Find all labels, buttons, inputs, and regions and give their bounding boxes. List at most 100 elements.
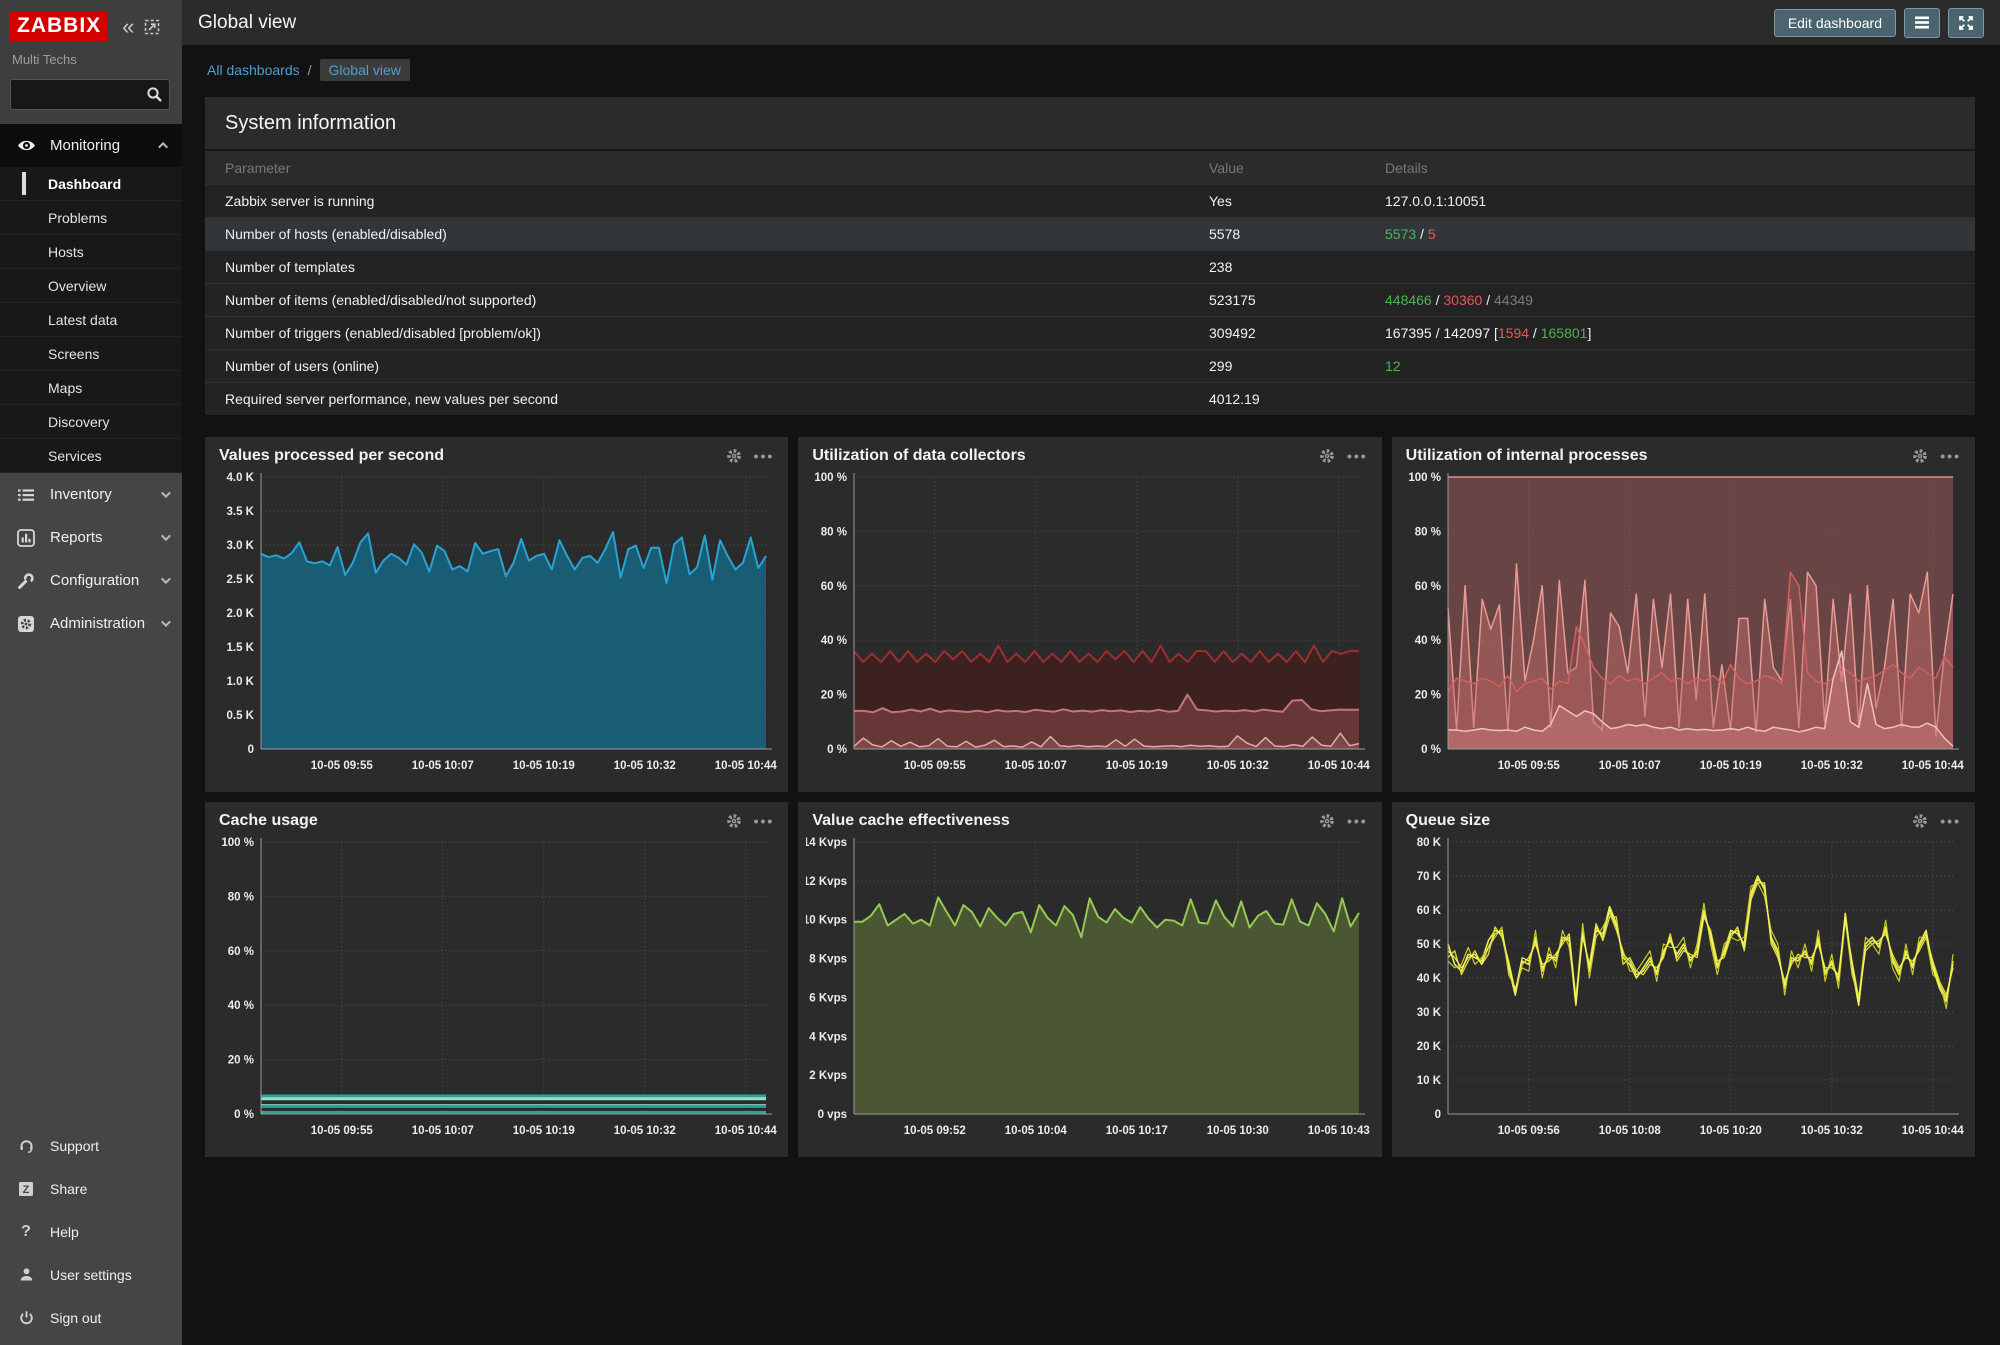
sidebar-section-administration[interactable]: Administration (0, 602, 182, 645)
table-row: Number of triggers (enabled/disabled [pr… (205, 317, 1975, 350)
details-cell: 5573 / 5 (1365, 218, 1975, 251)
chart-widget-queue-size: Queue size•••010 K20 K30 K40 K50 K60 K70… (1392, 802, 1975, 1157)
svg-text:10-05 10:19: 10-05 10:19 (513, 760, 575, 772)
column-header-parameter: Parameter (205, 151, 1189, 185)
chart-area[interactable]: 010 K20 K30 K40 K50 K60 K70 K80 K10-05 0… (1400, 832, 1967, 1149)
chart-area[interactable]: 0 %20 %40 %60 %80 %100 %10-05 09:5510-05… (213, 832, 780, 1149)
svg-text:2.5 K: 2.5 K (227, 574, 255, 586)
zabbix-logo[interactable]: ZABBIX (10, 12, 108, 42)
svg-text:10-05 10:19: 10-05 10:19 (1106, 760, 1168, 772)
widget-settings-gear-icon[interactable] (726, 448, 742, 464)
widget-menu-icon[interactable]: ••• (754, 448, 775, 464)
sidebar-item-discovery[interactable]: Discovery (0, 405, 182, 439)
value-cell: 299 (1189, 350, 1365, 383)
chart-area[interactable]: 0 %20 %40 %60 %80 %100 %10-05 09:5510-05… (1400, 467, 1967, 784)
sidebar-section-reports[interactable]: Reports (0, 516, 182, 559)
sidebar-section-label: Reports (50, 529, 161, 546)
widget-menu-icon[interactable]: ••• (754, 813, 775, 829)
widget-menu-icon[interactable]: ••• (1940, 813, 1961, 829)
svg-text:2.0 K: 2.0 K (227, 608, 255, 620)
svg-text:20 K: 20 K (1416, 1041, 1441, 1053)
svg-text:20 %: 20 % (1414, 690, 1440, 702)
table-row: Number of users (online)29912 (205, 350, 1975, 383)
sidebar-item-dashboard[interactable]: Dashboard (0, 167, 182, 201)
svg-text:10-05 10:32: 10-05 10:32 (1800, 760, 1862, 772)
chart-area[interactable]: 0 %20 %40 %60 %80 %100 %10-05 09:5510-05… (806, 467, 1373, 784)
sidebar-top: ZABBIX « Multi Techs (0, 0, 182, 124)
sidebar-item-maps[interactable]: Maps (0, 371, 182, 405)
widget-settings-gear-icon[interactable] (1319, 813, 1335, 829)
sidebar-item-user-settings[interactable]: User settings (0, 1253, 182, 1296)
column-header-details: Details (1365, 151, 1975, 185)
table-row: Number of templates238 (205, 251, 1975, 284)
svg-text:Z: Z (23, 1184, 30, 1196)
svg-text:1.0 K: 1.0 K (227, 676, 255, 688)
chart-widget-value-cache-effectiveness: Value cache effectiveness•••0 vps2 Kvps4… (798, 802, 1381, 1157)
svg-text:10-05 10:07: 10-05 10:07 (1005, 760, 1067, 772)
parameter-cell: Number of templates (205, 251, 1189, 284)
chart-widget-utilization-of-data-collectors: Utilization of data collectors•••0 %20 %… (798, 437, 1381, 792)
question-icon: ? (16, 1223, 36, 1241)
sidebar-item-hosts[interactable]: Hosts (0, 235, 182, 269)
chart-area[interactable]: 0 vps2 Kvps4 Kvps6 Kvps8 Kvps10 Kvps12 K… (806, 832, 1373, 1149)
page-title: Global view (198, 12, 296, 34)
sidebar-section-label: Monitoring (50, 137, 161, 154)
admin-gear-icon (16, 615, 36, 633)
search-icon[interactable] (146, 86, 163, 108)
sidebar-item-sign-out[interactable]: Sign out (0, 1296, 182, 1339)
fullscreen-button[interactable] (1948, 8, 1984, 38)
table-row: Required server performance, new values … (205, 383, 1975, 416)
sidebar-item-help[interactable]: ? Help (0, 1210, 182, 1253)
details-cell: 448466 / 30360 / 44349 (1365, 284, 1975, 317)
svg-text:2 Kvps: 2 Kvps (810, 1070, 848, 1082)
parameter-cell: Number of users (online) (205, 350, 1189, 383)
svg-text:10-05 09:56: 10-05 09:56 (1497, 1125, 1559, 1137)
sidebar-item-services[interactable]: Services (0, 439, 182, 473)
sidebar-item-support[interactable]: Support (0, 1124, 182, 1167)
sidebar-item-screens[interactable]: Screens (0, 337, 182, 371)
collapse-sidebar-icon[interactable]: « (122, 20, 134, 34)
hide-sidebar-icon[interactable] (144, 19, 160, 35)
breadcrumb-all-dashboards[interactable]: All dashboards (207, 62, 300, 78)
widget-menu-icon[interactable]: ••• (1347, 448, 1368, 464)
widget-menu-icon[interactable]: ••• (1347, 813, 1368, 829)
value-cell: Yes (1189, 185, 1365, 218)
dashboard-menu-button[interactable] (1904, 8, 1940, 38)
sidebar-item-label: Share (50, 1181, 168, 1197)
sidebar-section-inventory[interactable]: Inventory (0, 473, 182, 516)
sidebar-section-monitoring[interactable]: Monitoring (0, 124, 182, 167)
sidebar-item-share[interactable]: Z Share (0, 1167, 182, 1210)
svg-text:10-05 10:07: 10-05 10:07 (1598, 760, 1660, 772)
sidebar-item-problems[interactable]: Problems (0, 201, 182, 235)
value-cell: 4012.19 (1189, 383, 1365, 416)
edit-dashboard-button[interactable]: Edit dashboard (1774, 9, 1896, 37)
parameter-cell: Number of triggers (enabled/disabled [pr… (205, 317, 1189, 350)
chart-area[interactable]: 00.5 K1.0 K1.5 K2.0 K2.5 K3.0 K3.5 K4.0 … (213, 467, 780, 784)
svg-text:10-05 09:55: 10-05 09:55 (904, 760, 967, 772)
svg-text:10-05 10:32: 10-05 10:32 (614, 1125, 676, 1137)
svg-text:6 Kvps: 6 Kvps (810, 992, 848, 1004)
widget-settings-gear-icon[interactable] (726, 813, 742, 829)
chevron-down-icon (161, 574, 171, 584)
svg-text:10-05 10:44: 10-05 10:44 (1901, 760, 1964, 772)
svg-text:12 Kvps: 12 Kvps (806, 876, 847, 888)
value-cell: 309492 (1189, 317, 1365, 350)
svg-text:40 %: 40 % (228, 1000, 254, 1012)
breadcrumb-current[interactable]: Global view (320, 59, 410, 81)
details-cell (1365, 251, 1975, 284)
svg-text:10-05 10:44: 10-05 10:44 (1308, 760, 1371, 772)
sidebar-footer: Support Z Share ? Help User settings Sig… (0, 1124, 182, 1339)
svg-text:30 K: 30 K (1416, 1007, 1441, 1019)
widget-title: Values processed per second (219, 447, 726, 465)
table-row: Number of items (enabled/disabled/not su… (205, 284, 1975, 317)
chevron-down-icon (161, 488, 171, 498)
widget-settings-gear-icon[interactable] (1912, 813, 1928, 829)
svg-text:3.0 K: 3.0 K (227, 540, 255, 552)
widget-settings-gear-icon[interactable] (1319, 448, 1335, 464)
sidebar-item-overview[interactable]: Overview (0, 269, 182, 303)
widget-menu-icon[interactable]: ••• (1940, 448, 1961, 464)
report-chart-icon (16, 529, 36, 547)
widget-settings-gear-icon[interactable] (1912, 448, 1928, 464)
sidebar-item-latest-data[interactable]: Latest data (0, 303, 182, 337)
sidebar-section-configuration[interactable]: Configuration (0, 559, 182, 602)
